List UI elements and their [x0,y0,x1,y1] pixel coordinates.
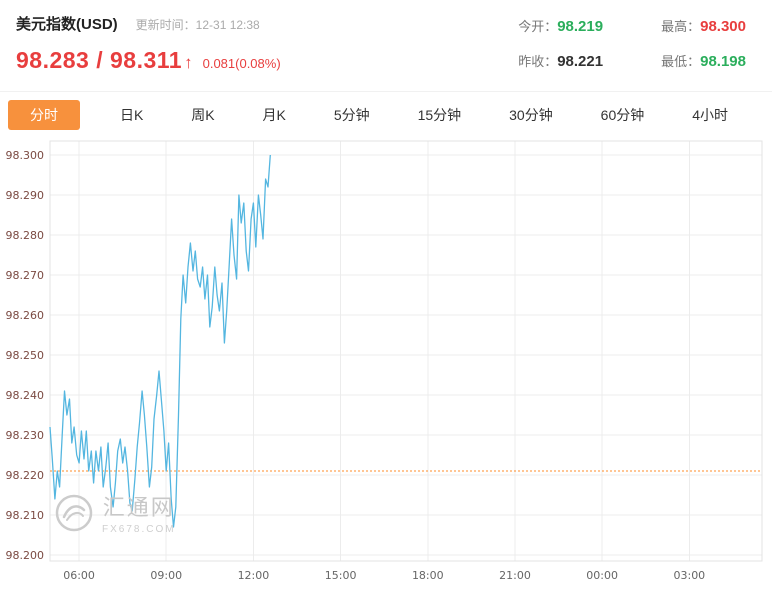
watermark: 汇通网 FX678.COM [54,490,176,535]
stat-high: 最高：98.300 [661,16,746,35]
tab-daily[interactable]: 日K [119,107,144,123]
svg-text:09:00: 09:00 [150,569,182,582]
stat-low-label: 最低： [661,54,701,69]
svg-text:98.220: 98.220 [6,469,45,482]
stat-prev-close-value: 98.221 [557,53,604,70]
current-price: 98.283 / 98.311 [16,47,183,73]
price-chart: 98.300 98.290 98.280 98.270 98.260 98.250 98.2… [6,140,763,582]
watermark-name: 汇通网 [102,495,175,520]
stat-high-value: 98.300 [700,18,746,35]
tab-weekly[interactable]: 周K [191,107,215,123]
svg-text:12:00: 12:00 [238,569,270,582]
tab-30min[interactable]: 30分钟 [509,107,553,123]
svg-text:98.300: 98.300 [6,149,45,162]
stat-high-label: 最高： [661,19,701,34]
timeframe-tabs: 分时 日K 周K 月K 5分钟 15分钟 30分钟 60分钟 4小时 [0,92,772,138]
svg-text:98.260: 98.260 [6,309,45,322]
tab-5min[interactable]: 5分钟 [333,107,370,123]
update-time: 更新时间：12-31 12:38 [135,18,260,32]
stat-prev-close: 昨收：98.221 [518,51,603,70]
stat-prev-close-label: 昨收： [518,54,558,69]
svg-text:98.290: 98.290 [6,189,45,202]
svg-text:98.230: 98.230 [6,429,45,442]
svg-text:98.280: 98.280 [6,229,45,242]
svg-text:98.240: 98.240 [6,389,45,402]
tab-60min[interactable]: 60分钟 [600,107,645,123]
quote-header: 美元指数(USD) 更新时间：12-31 12:38 98.283 / 98.3… [0,0,772,92]
instrument-title: 美元指数(USD) [16,16,118,33]
svg-text:00:00: 00:00 [586,569,618,582]
svg-text:98.200: 98.200 [6,549,45,562]
tab-minute-line[interactable]: 分时 [8,100,80,130]
watermark-site: FX678.COM [102,524,176,535]
svg-text:15:00: 15:00 [325,569,357,582]
price-change: 0.081(0.08%) [202,56,281,71]
title-row: 美元指数(USD) 更新时间：12-31 12:38 [16,13,756,34]
stat-open-value: 98.219 [557,18,604,35]
stat-low: 最低：98.198 [661,51,746,70]
fx678-logo-icon [54,493,94,533]
tab-monthly[interactable]: 月K [262,107,286,123]
price-row: 98.283 / 98.311 ↑ 0.081(0.08%) [16,47,756,74]
quote-stats: 今开：98.219 最高：98.300 昨收：98.221 最低：98.198 [518,16,746,70]
svg-text:18:00: 18:00 [412,569,444,582]
tab-15min[interactable]: 15分钟 [417,107,462,123]
watermark-text: 汇通网 FX678.COM [102,490,176,535]
svg-text:98.210: 98.210 [6,509,45,522]
tab-4hour[interactable]: 4小时 [692,107,728,123]
stat-open-label: 今开： [518,19,558,34]
svg-text:03:00: 03:00 [673,569,705,582]
svg-text:98.250: 98.250 [6,349,45,362]
svg-text:98.270: 98.270 [6,269,45,282]
up-arrow-icon: ↑ [184,53,193,72]
svg-text:21:00: 21:00 [499,569,531,582]
chart-area: 98.300 98.290 98.280 98.270 98.260 98.250 98.2… [0,138,772,598]
stat-open: 今开：98.219 [518,16,603,35]
svg-text:06:00: 06:00 [63,569,95,582]
stat-low-value: 98.198 [700,53,746,70]
